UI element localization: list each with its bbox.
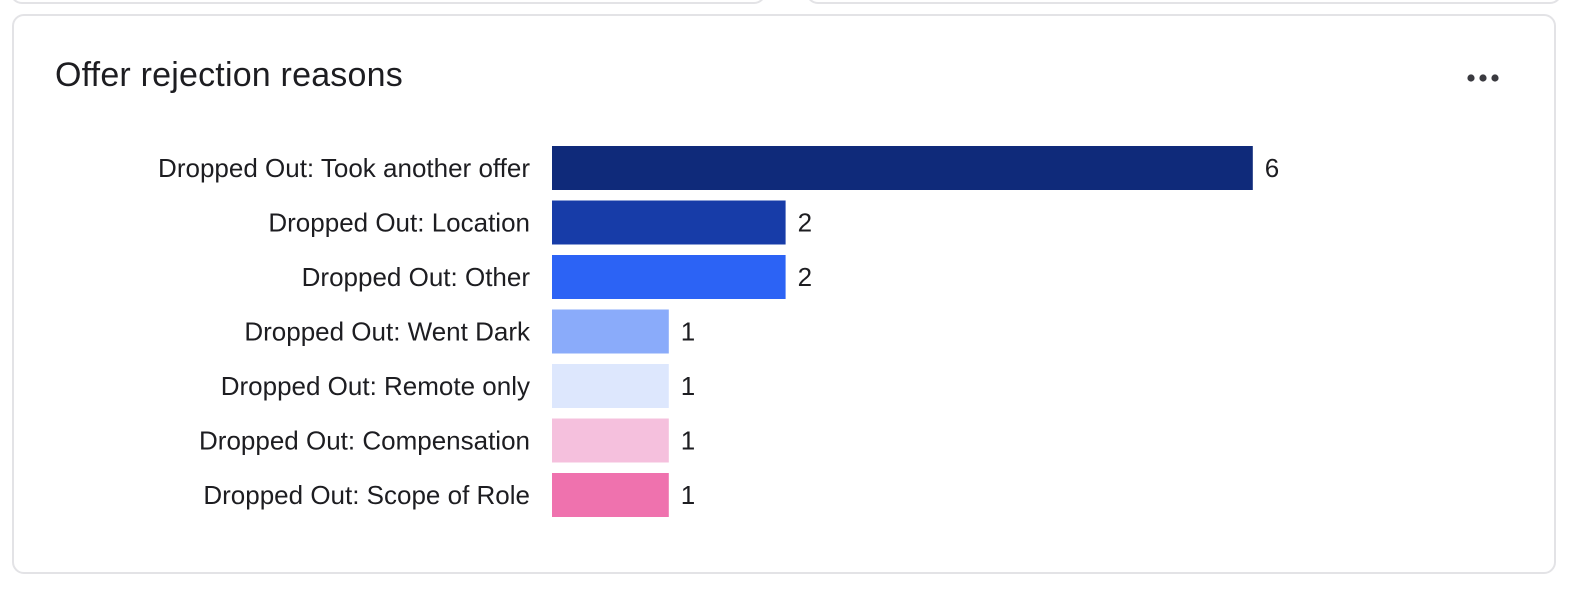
value-label-0: 6 <box>1265 153 1279 183</box>
bar-6[interactable] <box>552 473 669 517</box>
bar-5[interactable] <box>552 418 669 463</box>
value-label-4: 1 <box>681 371 695 401</box>
category-label-1: Dropped Out: Location <box>268 208 530 238</box>
card-title: Offer rejection reasons <box>55 56 403 94</box>
bar-0[interactable] <box>552 146 1253 190</box>
value-label-5: 1 <box>681 426 695 456</box>
value-label-3: 1 <box>681 317 695 347</box>
category-label-2: Dropped Out: Other <box>302 262 531 292</box>
bar-3[interactable] <box>552 309 669 354</box>
value-label-2: 2 <box>798 262 812 292</box>
category-label-4: Dropped Out: Remote only <box>221 371 530 401</box>
category-label-5: Dropped Out: Compensation <box>199 426 530 456</box>
category-label-0: Dropped Out: Took another offer <box>158 153 530 183</box>
category-label-3: Dropped Out: Went Dark <box>244 317 531 347</box>
bar-1[interactable] <box>552 200 786 245</box>
bar-2[interactable] <box>552 255 786 299</box>
value-label-6: 1 <box>681 480 695 510</box>
more-horizontal-icon <box>1467 74 1499 82</box>
value-label-1: 2 <box>798 208 812 238</box>
more-options-button[interactable] <box>1450 62 1506 98</box>
category-label-6: Dropped Out: Scope of Role <box>203 480 530 510</box>
bar-4[interactable] <box>552 364 669 408</box>
